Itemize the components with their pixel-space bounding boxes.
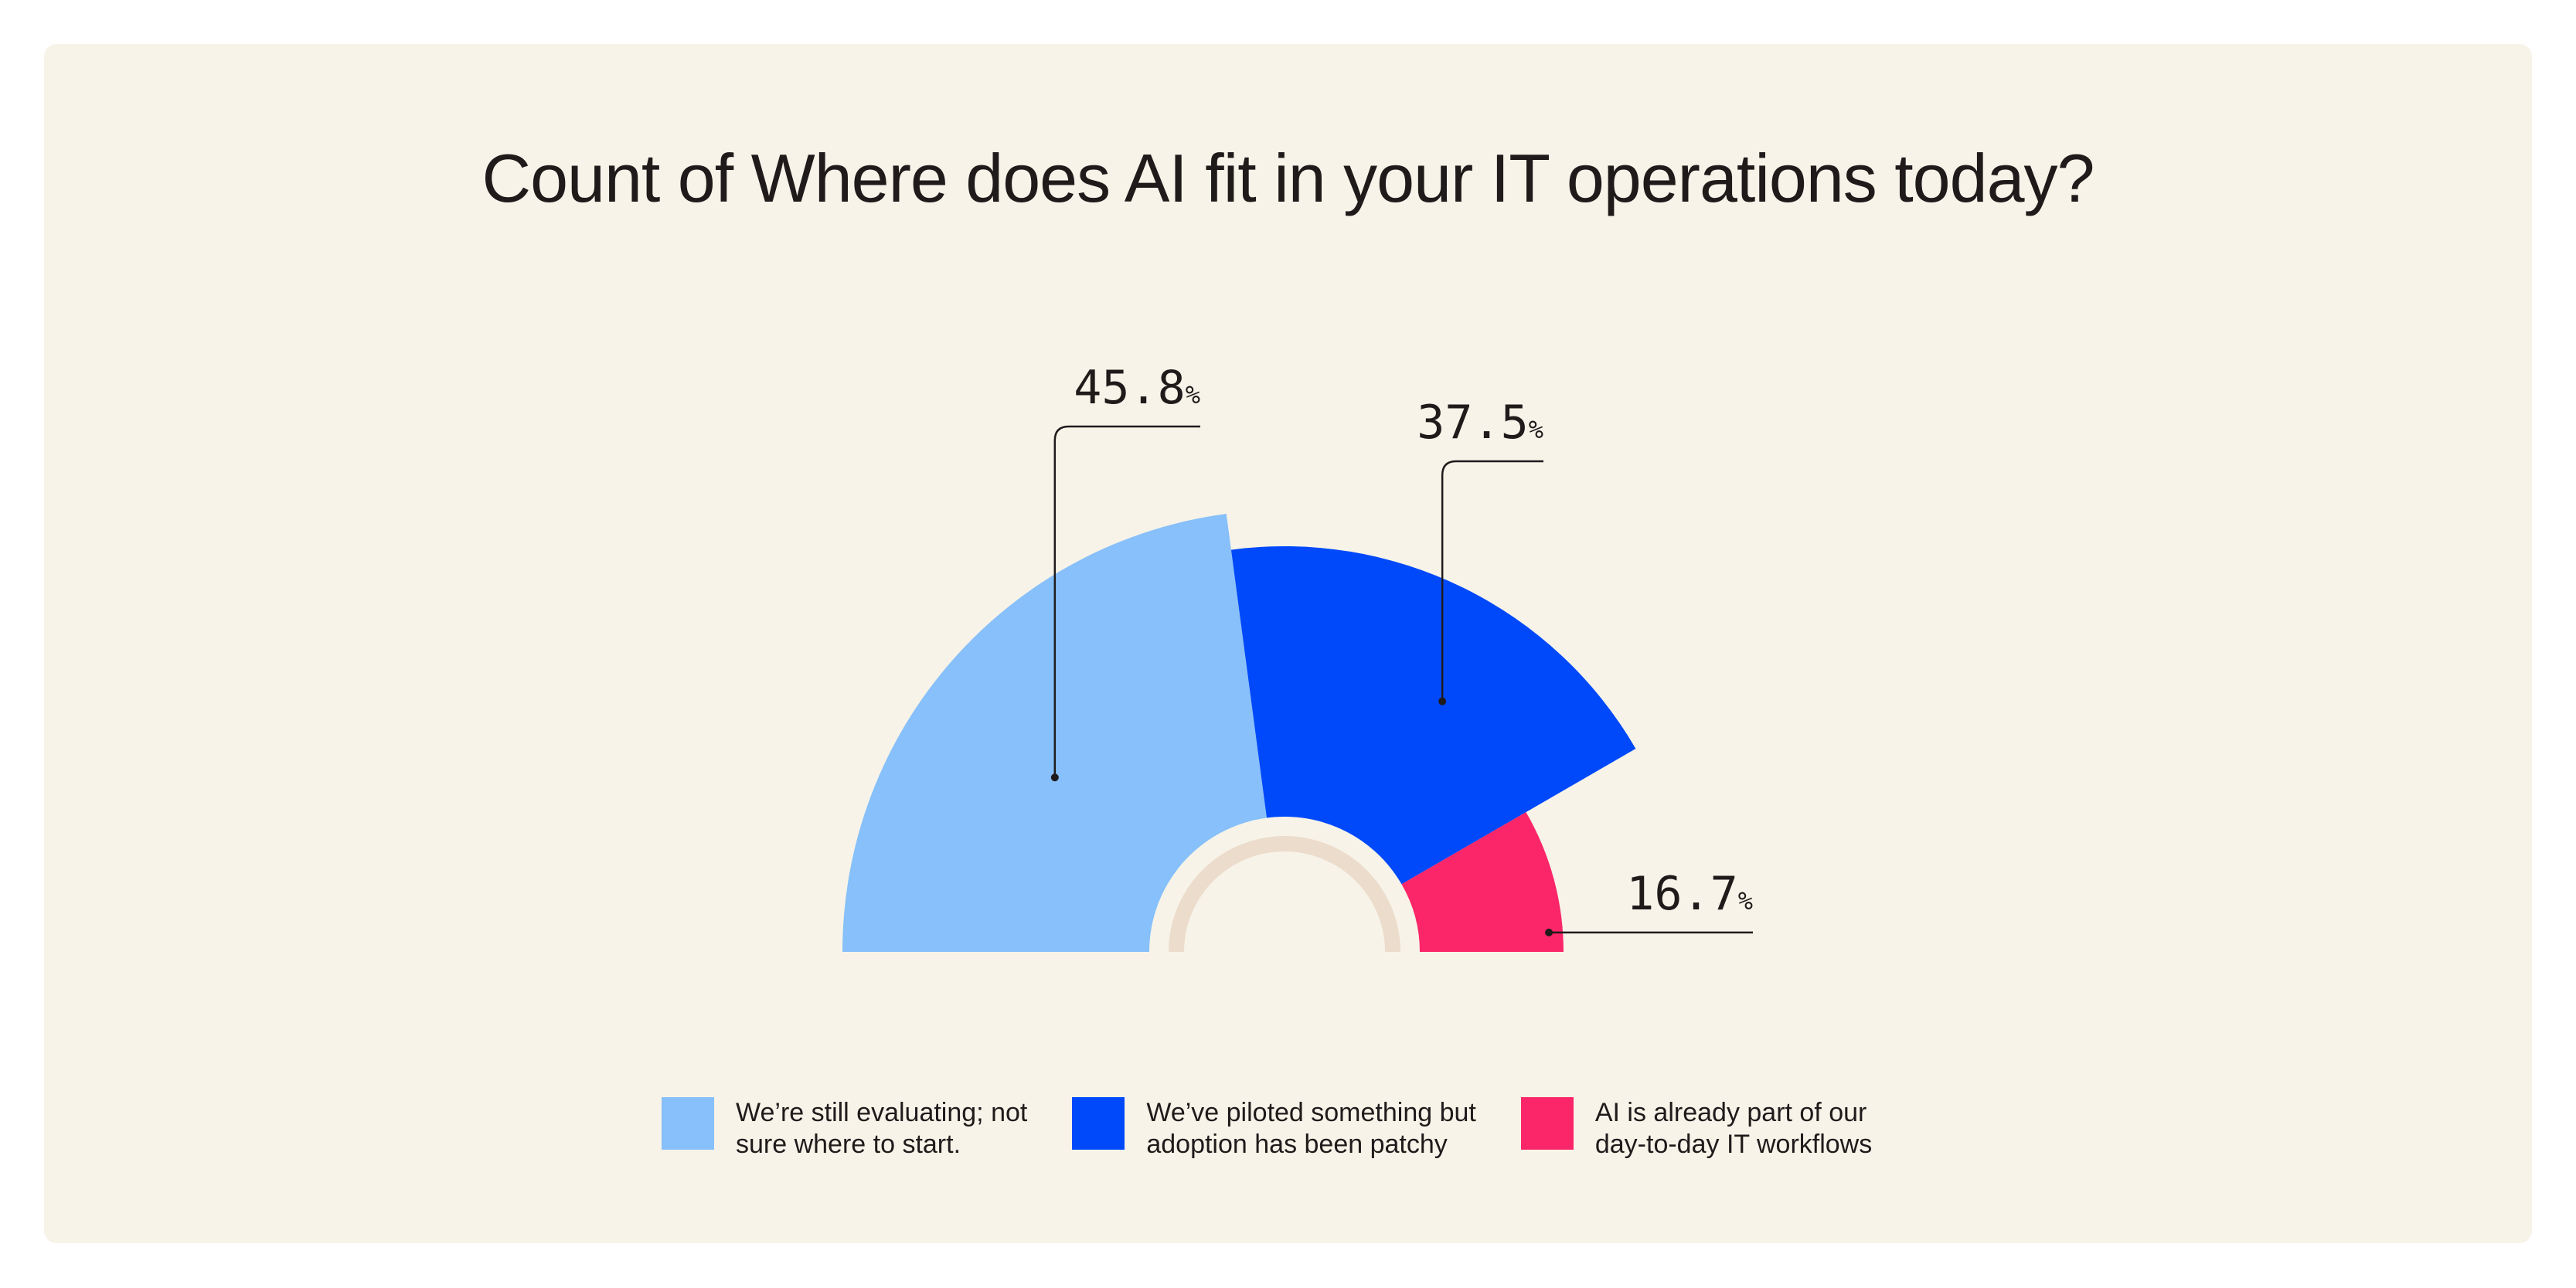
leader-line-1 xyxy=(1053,425,1200,778)
legend-label-line: adoption has been patchy xyxy=(1146,1130,1448,1159)
legend-item-3: AI is already part of our day-to-day IT w… xyxy=(1520,1097,1872,1161)
legend-label-line: We’re still evaluating; not xyxy=(736,1098,1028,1127)
data-label-3: 16.7% xyxy=(1626,867,1753,921)
data-label-2: 37.5% xyxy=(1417,396,1543,450)
legend-swatch xyxy=(1520,1097,1574,1150)
pie-slice-2 xyxy=(1230,546,1636,885)
legend-label-line: sure where to start. xyxy=(736,1130,961,1159)
legend-swatch xyxy=(1072,1097,1125,1150)
leader-dot-2 xyxy=(1438,697,1447,705)
leader-dot-1 xyxy=(1050,773,1059,782)
leader-line-2 xyxy=(1441,460,1543,702)
legend-label: We’ve piloted something but adoption has … xyxy=(1146,1097,1476,1161)
legend-label-line: We’ve piloted something but xyxy=(1146,1098,1476,1127)
legend-item-1: We’re still evaluating; not sure where to… xyxy=(662,1097,1027,1161)
legend-label-line: day-to-day IT workflows xyxy=(1594,1130,1873,1159)
data-label-1: 45.8% xyxy=(1074,361,1200,415)
pie-slice-3 xyxy=(1401,812,1564,952)
inner-ring xyxy=(1169,836,1400,953)
leader-dot-3 xyxy=(1545,928,1553,936)
legend-label-line: AI is already part of our xyxy=(1594,1098,1867,1127)
legend-label: We’re still evaluating; not sure where to… xyxy=(736,1097,1027,1161)
legend-item-2: We’ve piloted something but adoption has … xyxy=(1072,1097,1476,1161)
chart-legend: We’re still evaluating; not sure where to… xyxy=(662,1097,1872,1161)
legend-label: AI is already part of our day-to-day IT w… xyxy=(1595,1097,1872,1161)
chart-title: Count of Where does AI fit in your IT op… xyxy=(482,140,2095,216)
legend-swatch xyxy=(662,1097,714,1150)
